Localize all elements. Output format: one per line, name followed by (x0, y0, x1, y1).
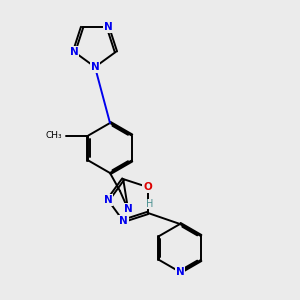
Text: N: N (176, 267, 184, 277)
Text: N: N (70, 47, 79, 57)
Text: CH₃: CH₃ (46, 131, 62, 140)
Text: H: H (146, 199, 154, 209)
Text: N: N (103, 195, 112, 205)
Text: N: N (103, 22, 112, 32)
Text: O: O (143, 182, 152, 192)
Text: N: N (124, 204, 132, 214)
Text: N: N (91, 62, 99, 72)
Text: N: N (119, 216, 128, 226)
